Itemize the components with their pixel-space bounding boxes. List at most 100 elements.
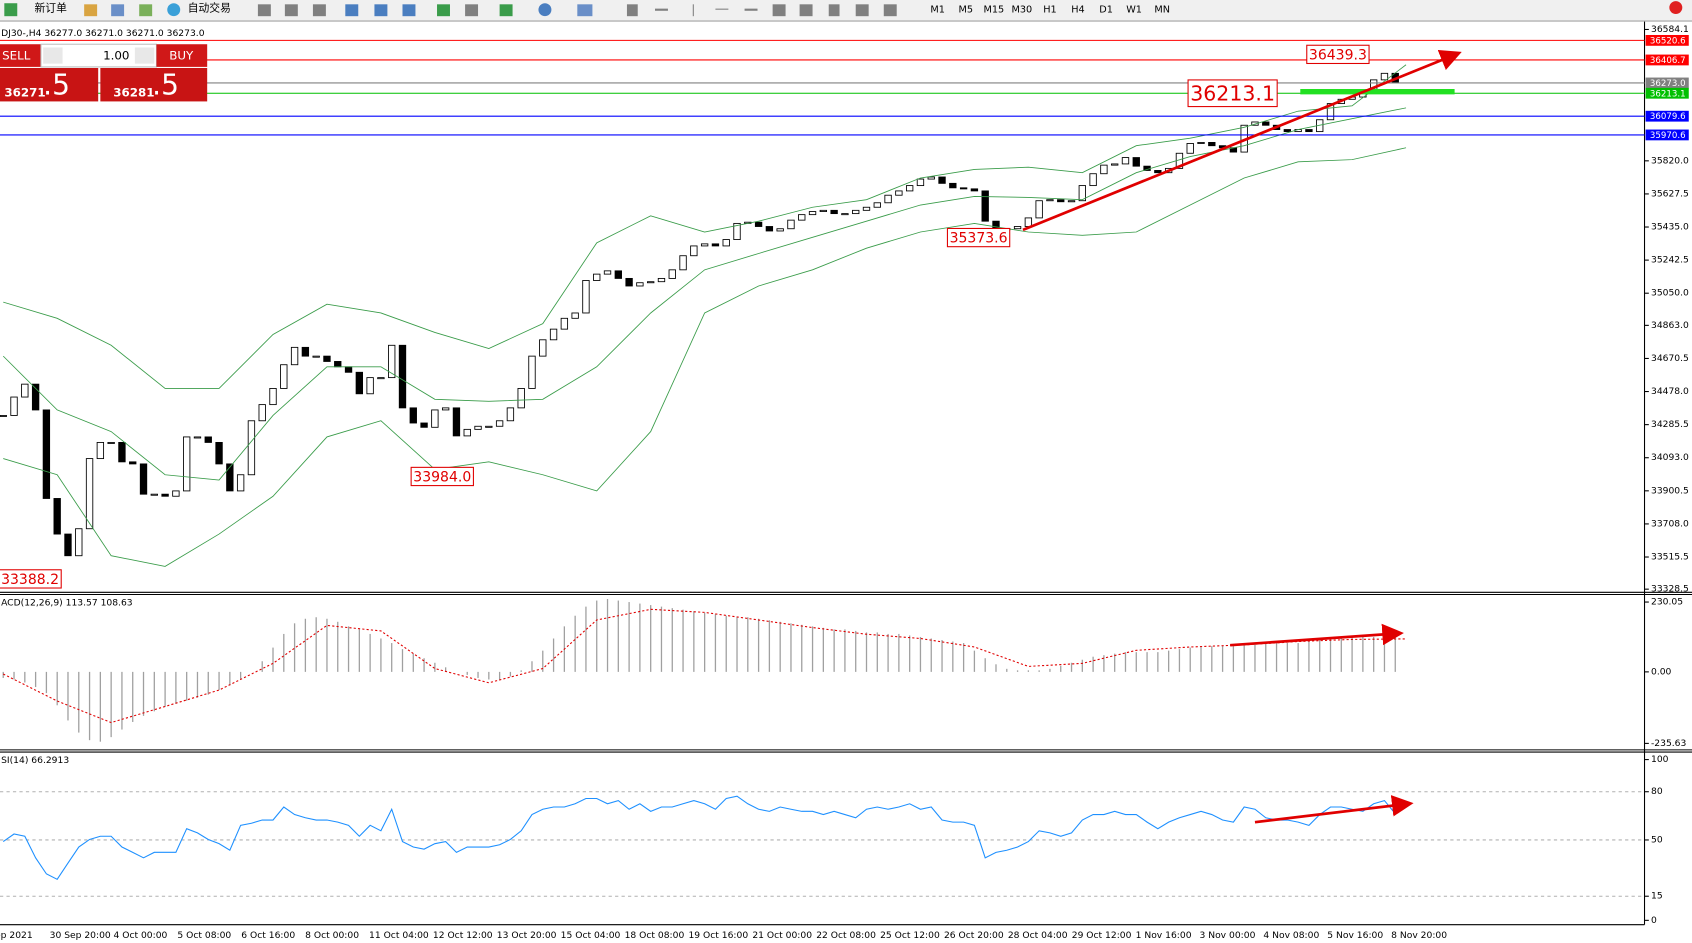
- tool-icon[interactable]: [84, 4, 98, 17]
- level-price-box: [1645, 129, 1689, 141]
- time-label: 3 Nov 00:00: [1200, 930, 1256, 941]
- tool-icon[interactable]: [465, 4, 479, 17]
- level-price-label: 35970.6: [1650, 131, 1686, 141]
- candle: [344, 366, 353, 373]
- tool-icon[interactable]: [284, 4, 298, 17]
- level-price-label: 36273.0: [1650, 79, 1686, 89]
- time-label: 5 Nov 16:00: [1327, 930, 1383, 941]
- buy-price-box[interactable]: [100, 67, 208, 102]
- auto-trading-button[interactable]: 自动交易: [188, 2, 231, 15]
- candle: [388, 344, 396, 379]
- candle: [873, 202, 881, 208]
- timeframe-button[interactable]: MN: [1154, 5, 1170, 16]
- sell-price-box[interactable]: [0, 67, 99, 102]
- tool-icon[interactable]: [374, 4, 388, 17]
- candle: [949, 182, 957, 189]
- candle: [0, 415, 7, 417]
- candle: [668, 269, 676, 279]
- candle: [549, 328, 558, 341]
- y-tick-label: 100: [1651, 754, 1669, 765]
- tool-icon[interactable]: [111, 4, 125, 17]
- tool-icon[interactable]: [655, 8, 668, 11]
- tool-icon[interactable]: [538, 3, 552, 17]
- timeframe-button[interactable]: M5: [959, 5, 974, 16]
- timeframe-button[interactable]: H1: [1043, 5, 1056, 16]
- candle: [700, 243, 709, 247]
- candle: [905, 185, 914, 192]
- candle: [517, 388, 525, 409]
- time-label: 4 Nov 08:00: [1263, 930, 1319, 941]
- tool-icon[interactable]: [828, 4, 840, 17]
- lots-down[interactable]: [43, 47, 63, 64]
- level-price-box: [1645, 110, 1689, 122]
- time-label: 21 Oct 00:00: [752, 930, 812, 941]
- tool-icon[interactable]: [883, 4, 897, 17]
- alert-icon[interactable]: [1669, 1, 1683, 15]
- y-tick-label: 35627.5: [1651, 188, 1689, 199]
- candle: [172, 490, 180, 497]
- auto-trading-icon[interactable]: [167, 3, 181, 17]
- candle: [1208, 142, 1216, 147]
- candle: [1186, 143, 1194, 154]
- bollinger-upper: [3, 64, 1407, 389]
- candle: [441, 407, 450, 411]
- tool-icon[interactable]: [772, 4, 786, 17]
- timeframe-button[interactable]: M1: [930, 5, 945, 16]
- candle: [31, 383, 40, 411]
- lots-up[interactable]: [134, 47, 155, 64]
- level-price-label: 36520.6: [1650, 36, 1686, 46]
- tool-icon[interactable]: [626, 4, 638, 17]
- tool-icon[interactable]: [744, 8, 758, 11]
- tool-icon[interactable]: [312, 4, 326, 17]
- time-label: 19 Oct 16:00: [688, 930, 748, 941]
- tool-icon[interactable]: [345, 4, 359, 17]
- tool-icon[interactable]: [692, 4, 694, 17]
- tool-icon[interactable]: [499, 4, 513, 17]
- time-label: 4 Oct 00:00: [114, 930, 168, 941]
- price-annotation-box: [946, 227, 1011, 248]
- y-tick-label: 34478.0: [1651, 386, 1689, 397]
- tool-icon[interactable]: [577, 4, 593, 17]
- rsi-trend-arrow: [1254, 795, 1414, 824]
- timeframe-button[interactable]: H4: [1071, 5, 1084, 16]
- price-annotation: 35373.6: [950, 231, 1008, 247]
- candle: [107, 441, 115, 444]
- price-annotation: 36439.3: [1309, 47, 1367, 63]
- level-price-label: 36406.7: [1650, 56, 1686, 66]
- y-tick-label: 15: [1651, 891, 1663, 902]
- candle: [754, 221, 763, 227]
- y-tick-label: 35242.5: [1651, 255, 1689, 266]
- candle: [711, 243, 720, 247]
- candle: [733, 222, 741, 241]
- candle: [895, 190, 903, 196]
- candle: [463, 428, 471, 437]
- tool-icon[interactable]: [799, 4, 813, 17]
- panel-title: ACD(12,26,9) 113.57 108.63: [1, 598, 133, 609]
- new-order-button[interactable]: 新订单: [35, 2, 68, 15]
- tool-icon[interactable]: [437, 4, 450, 17]
- tool-icon[interactable]: [715, 8, 729, 10]
- candle: [981, 190, 989, 222]
- candle: [183, 436, 191, 492]
- sell-price: 36271: [4, 85, 45, 99]
- candle: [506, 407, 515, 422]
- candle: [420, 422, 428, 428]
- timeframe-button[interactable]: M15: [983, 5, 1004, 16]
- candle: [431, 409, 439, 428]
- tool-icon[interactable]: [402, 4, 416, 17]
- timeframe-button[interactable]: W1: [1126, 5, 1142, 16]
- timeframe-button[interactable]: M30: [1012, 5, 1033, 16]
- candle: [1305, 129, 1313, 133]
- timeframe-button[interactable]: D1: [1099, 5, 1113, 16]
- candle: [96, 441, 105, 460]
- tool-icon[interactable]: [139, 4, 153, 17]
- tool-icon[interactable]: [257, 4, 271, 17]
- candle: [161, 493, 169, 497]
- frame: [0, 20, 1692, 22]
- candle: [657, 277, 666, 283]
- tool-icon[interactable]: [855, 4, 869, 17]
- new-order-icon[interactable]: [4, 3, 18, 17]
- buy-button[interactable]: [156, 44, 208, 67]
- sell-button[interactable]: [0, 44, 42, 67]
